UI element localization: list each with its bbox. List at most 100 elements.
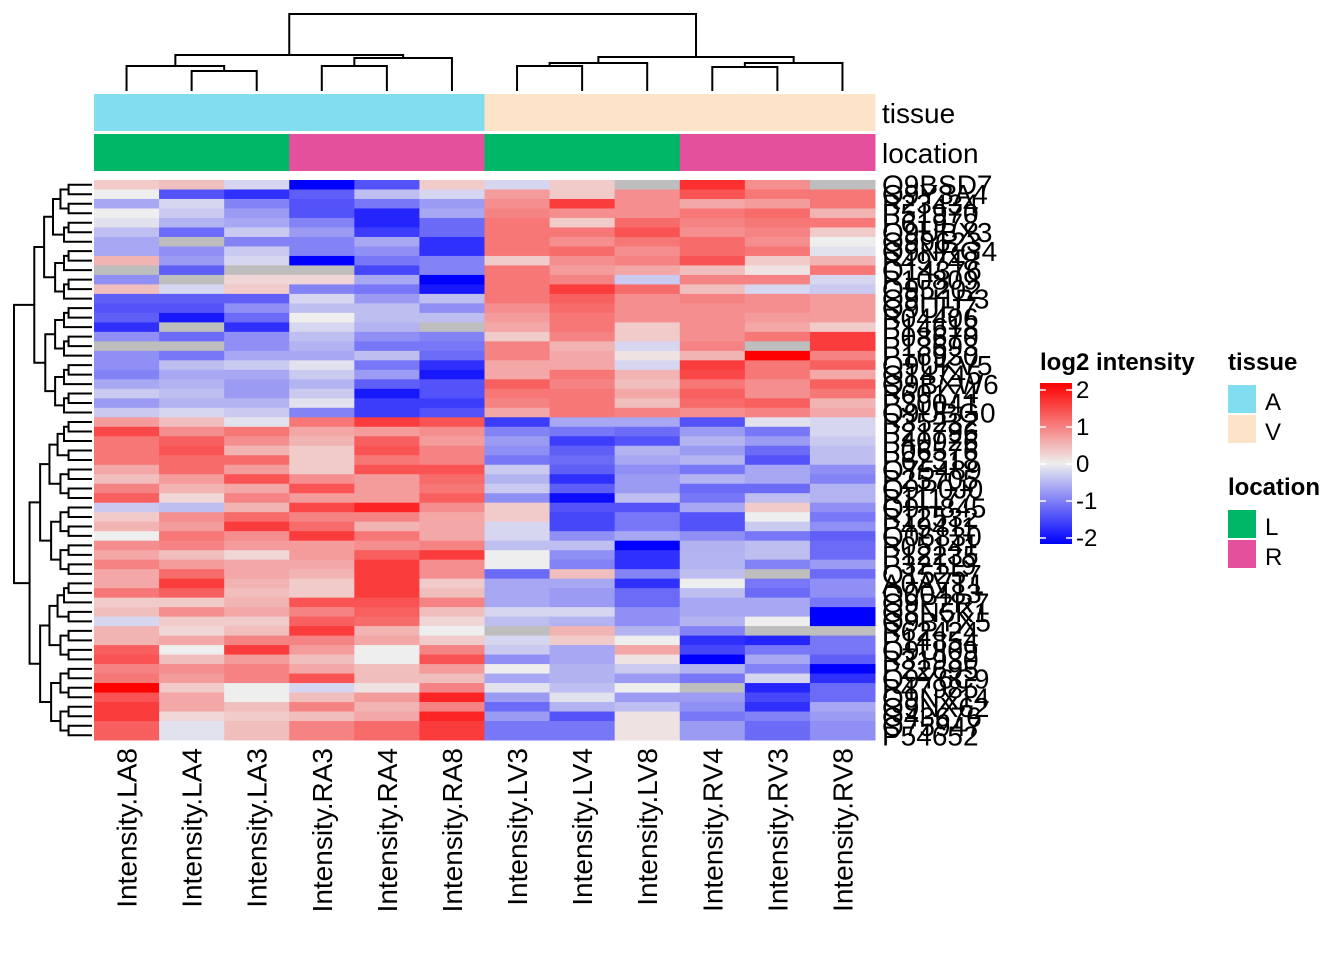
row-label: Q8N5K1 — [882, 597, 989, 628]
heatmap-cell — [679, 265, 746, 276]
heatmap-cell — [744, 180, 811, 190]
row-label: Q14376 — [882, 255, 982, 286]
heatmap-cell — [679, 360, 746, 371]
heatmap-cell — [744, 341, 811, 352]
heatmap-cell — [679, 502, 746, 513]
heatmap-cell — [484, 702, 551, 713]
column-label: Intensity.LV3 — [502, 748, 533, 906]
heatmap-cell — [614, 559, 681, 570]
heatmap-cell — [679, 721, 746, 732]
heatmap-cell — [679, 521, 746, 532]
heatmap-cell — [419, 265, 485, 276]
heatmap-cell — [354, 474, 420, 485]
heatmap-cell — [289, 626, 355, 637]
heatmap-cell — [289, 578, 355, 589]
heatmap-cell — [224, 198, 290, 209]
heatmap-cell — [94, 721, 160, 732]
heatmap-cell — [549, 569, 616, 580]
heatmap-cell — [354, 559, 420, 570]
heatmap-cell — [224, 217, 290, 228]
heatmap-cell — [679, 455, 746, 466]
heatmap-cell — [224, 673, 290, 684]
heatmap-cell — [809, 208, 876, 219]
heatmap-cell — [679, 578, 746, 589]
heatmap-cell — [484, 331, 551, 342]
heatmap-cell — [809, 265, 876, 276]
heatmap-cell — [744, 607, 811, 618]
heatmap-cell — [809, 236, 876, 247]
heatmap-cell — [809, 189, 876, 200]
heatmap-cell — [614, 464, 681, 475]
heatmap-cell — [809, 474, 876, 485]
heatmap-cell — [419, 388, 485, 399]
heatmap-cell — [224, 426, 290, 437]
heatmap-cell — [809, 645, 876, 656]
heatmap-cell — [484, 436, 551, 447]
heatmap-cell — [354, 274, 420, 285]
heatmap-cell — [549, 512, 616, 523]
heatmap-cell — [94, 284, 160, 295]
heatmap-cell — [744, 189, 811, 200]
heatmap-cell — [679, 341, 746, 352]
heatmap-cell — [159, 588, 225, 599]
heatmap-cell — [224, 417, 290, 428]
column-label: Intensity.RV3 — [762, 748, 793, 912]
heatmap-cell — [354, 588, 420, 599]
heatmap-cell — [94, 502, 160, 513]
heatmap-cell — [159, 673, 225, 684]
heatmap-cell — [549, 360, 616, 371]
heatmap-cell — [354, 645, 420, 656]
heatmap-cell — [289, 236, 355, 247]
heatmap-cell — [549, 645, 616, 656]
row-label: P62318 — [882, 445, 979, 476]
dendrogram-branch — [125, 65, 226, 91]
heatmap-cell — [159, 369, 225, 380]
heatmap-cell — [809, 730, 876, 741]
heatmap-cell — [94, 616, 160, 627]
heatmap-cell — [549, 597, 616, 608]
row-label: O75489 — [882, 454, 982, 485]
heatmap-cell — [809, 721, 876, 732]
heatmap-cell — [614, 474, 681, 485]
heatmap-cell — [679, 597, 746, 608]
colorbar-tick-label: -1 — [1076, 488, 1097, 515]
heatmap-cell — [679, 274, 746, 285]
heatmap-cell — [744, 455, 811, 466]
annotation-cell-location — [679, 134, 746, 171]
heatmap-cell — [419, 664, 485, 675]
heatmap-cell — [614, 711, 681, 722]
heatmap-cell — [354, 673, 420, 684]
dendrogram-branch — [54, 375, 64, 407]
row-label: Q9H1P3 — [882, 284, 989, 315]
heatmap-cell — [94, 645, 160, 656]
heatmap-cell — [549, 284, 616, 295]
heatmap-cell — [289, 730, 355, 741]
heatmap-cell — [354, 607, 420, 618]
heatmap-cell — [614, 569, 681, 580]
heatmap-cell — [159, 236, 225, 247]
annotation-cell-tissue — [159, 94, 225, 131]
dendrogram-branch — [67, 421, 92, 433]
heatmap-cell — [679, 180, 746, 190]
dendrogram-branch — [67, 392, 92, 405]
heatmap-cell — [354, 711, 420, 722]
heatmap-cell — [614, 369, 681, 380]
heatmap-cell — [354, 626, 420, 637]
heatmap-cell — [419, 180, 485, 190]
heatmap-cell — [94, 711, 160, 722]
column-label: Intensity.LV8 — [632, 748, 663, 906]
heatmap-cell — [289, 274, 355, 285]
heatmap-cell — [289, 331, 355, 342]
heatmap-cell — [809, 379, 876, 390]
heatmap-cell — [744, 236, 811, 247]
heatmap-cell — [159, 217, 225, 228]
dendrogram-branch — [711, 66, 779, 91]
heatmap-cell — [484, 180, 551, 190]
dendrogram-branch — [50, 520, 61, 561]
heatmap-cell — [159, 711, 225, 722]
column-label: Intensity.RA4 — [372, 748, 403, 912]
heatmap-cell — [484, 578, 551, 589]
heatmap-cell — [354, 198, 420, 209]
heatmap-cell — [289, 673, 355, 684]
dendrogram-branch — [67, 183, 92, 196]
